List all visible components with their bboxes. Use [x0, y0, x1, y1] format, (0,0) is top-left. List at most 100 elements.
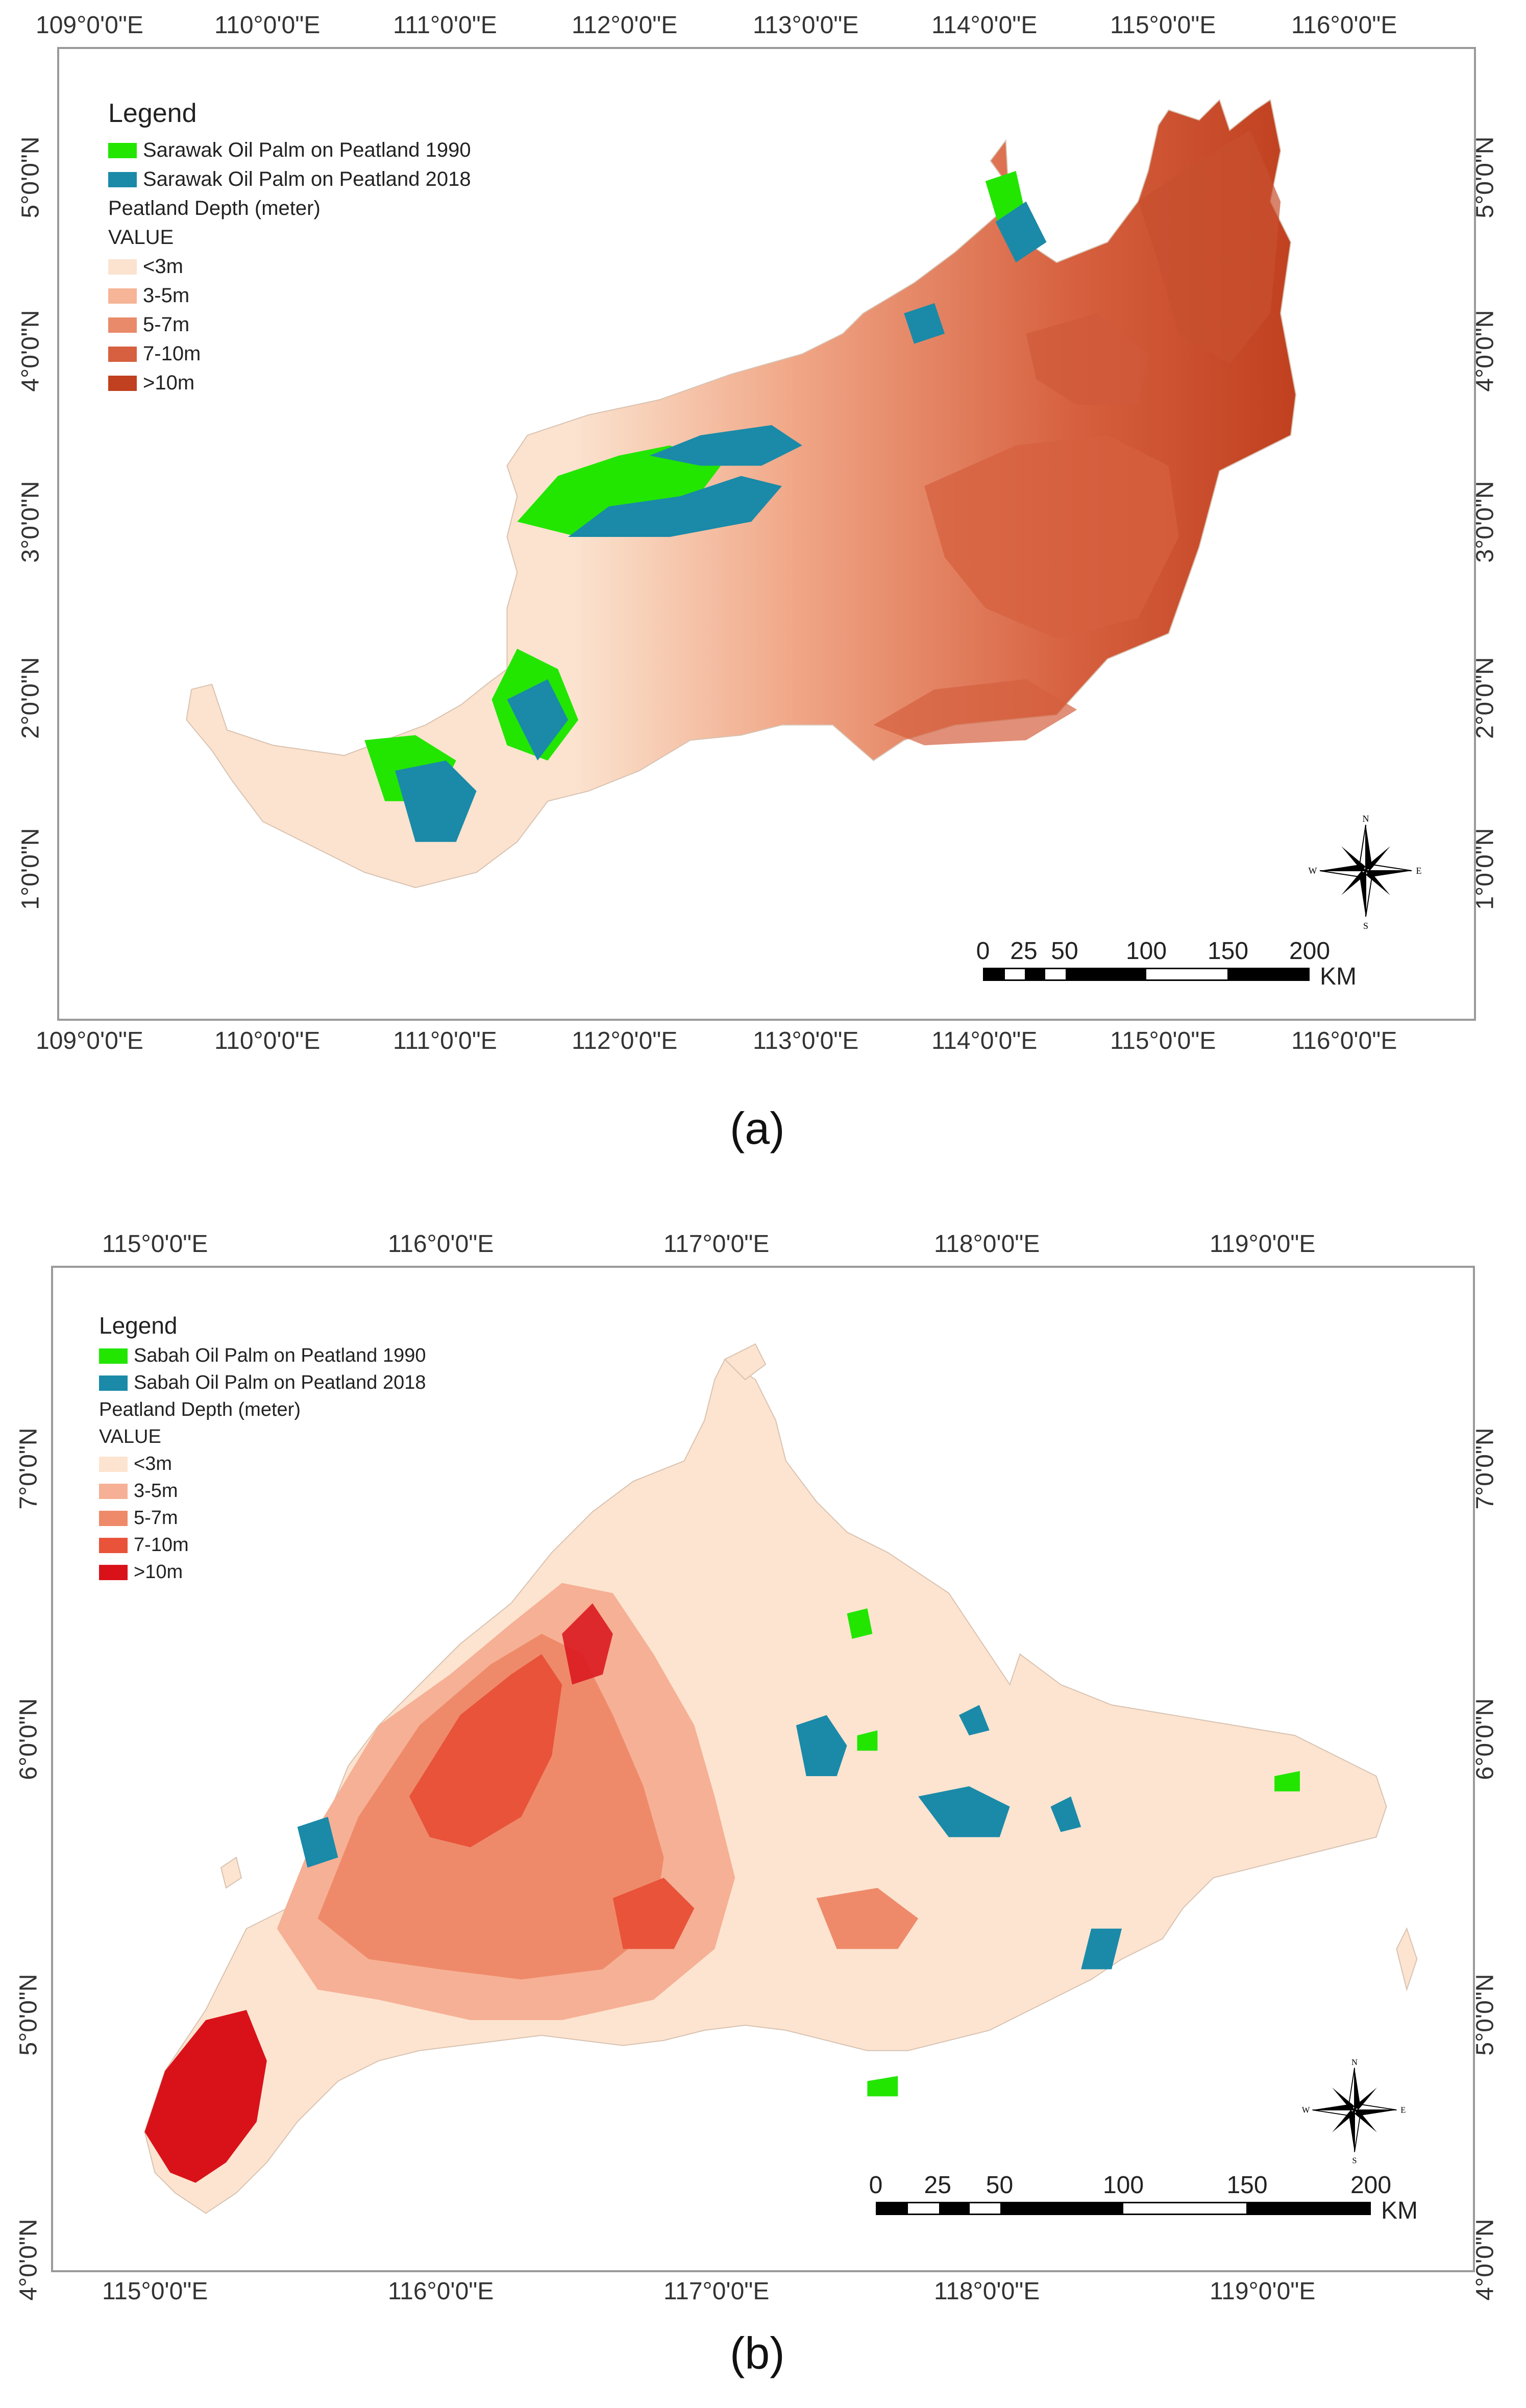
legend-depth-title: Peatland Depth (meter) [108, 197, 321, 219]
scale-label: 200 [1289, 938, 1331, 965]
lat-tick-right: 6°0'0"N [1471, 1698, 1499, 1780]
scale-label: 200 [1350, 2172, 1392, 2199]
scale-label: 150 [1207, 938, 1249, 965]
scale-unit: KM [1381, 2197, 1418, 2224]
lat-tick-left: 3°0'0"N [17, 481, 44, 563]
legend-sarawak: Legend Sarawak Oil Palm on Peatland 1990… [108, 98, 471, 398]
lat-tick-right: 1°0'0"N [1471, 828, 1499, 910]
oil-palm-2018-a3 [395, 760, 477, 842]
legend-label: <3m [134, 1453, 172, 1475]
oil-palm-2018-b2 [918, 1786, 1010, 1837]
oil-palm-2018-b4 [297, 1816, 338, 1868]
oil-palm-1990-b2 [857, 1730, 878, 1751]
legend-label: 3-5m [134, 1480, 178, 1502]
lon-tick-top: 115°0'0"E [1110, 12, 1216, 39]
legend-item-class-2: 3-5m [99, 1478, 426, 1505]
relief-7-10 [409, 1654, 562, 1848]
scale-label: 150 [1226, 2172, 1268, 2199]
lon-tick-top: 117°0'0"E [663, 1231, 770, 1258]
oil-palm-1990-a1 [517, 445, 721, 537]
legend-label: >10m [134, 1561, 183, 1583]
lon-tick-top: 112°0'0"E [572, 12, 678, 39]
map-frame-sabah: Legend Sabah Oil Palm on Peatland 1990 S… [51, 1266, 1475, 2272]
scale-label: 25 [924, 2172, 951, 2199]
lat-tick-left: 4°0'0"N [17, 310, 44, 392]
lon-tick-top: 111°0'0"E [393, 12, 497, 39]
panel-sabah: Legend Sabah Oil Palm on Peatland 1990 S… [0, 1169, 1526, 2408]
caption-a: (a) [730, 1103, 785, 1153]
compass-n: N [1363, 814, 1369, 824]
legend-item-class-3: 5-7m [99, 1505, 426, 1532]
legend-item-class-2: 3-5m [108, 281, 471, 310]
lon-tick-top: 109°0'0"E [36, 12, 143, 39]
legend-label: 5-7m [134, 1507, 178, 1529]
lat-tick-left: 5°0'0"N [17, 136, 44, 218]
lon-tick-bottom: 110°0'0"E [214, 1027, 321, 1054]
lon-tick-bottom: 114°0'0"E [931, 1027, 1038, 1054]
lat-tick-left: 1°0'0"N [17, 828, 44, 910]
deep-zone-1 [924, 435, 1179, 639]
scale-labels: 0 25 50 100 150 200 [869, 2171, 1391, 2202]
lat-tick-right: 3°0'0"N [1471, 481, 1499, 563]
legend-item-class-1: <3m [99, 1451, 426, 1478]
lat-tick-left: 4°0'0"N [15, 2219, 42, 2301]
oil-palm-2018-b3 [1050, 1796, 1081, 1832]
lat-tick-right: 4°0'0"N [1471, 310, 1499, 392]
oil-palm-2018-b5 [1081, 1928, 1122, 1970]
lat-tick-left: 6°0'0"N [15, 1698, 42, 1780]
legend-item-class-5: >10m [108, 368, 471, 398]
compass-rose-icon: N S E W [1309, 814, 1422, 931]
lon-tick-bottom: 111°0'0"E [393, 1027, 497, 1054]
oil-palm-2018-a2 [649, 425, 802, 466]
swatch-oil-palm-2018 [99, 1375, 128, 1391]
oil-palm-2018-a6 [904, 303, 945, 344]
legend-label: <3m [143, 255, 183, 278]
relief-gt-10-b [562, 1603, 613, 1685]
lon-tick-bottom: 113°0'0"E [753, 1027, 859, 1054]
legend-depth-title: Peatland Depth (meter) [99, 1399, 301, 1420]
oil-palm-2018-b1 [796, 1715, 847, 1776]
oil-palm-2018-b6 [958, 1705, 990, 1736]
relief-gt-10 [144, 2010, 267, 2183]
compass-e: E [1400, 2105, 1406, 2115]
compass-e: E [1416, 866, 1422, 876]
island-west [220, 1856, 242, 1889]
lat-tick-right: 5°0'0"N [1471, 136, 1499, 218]
scale-label: 0 [869, 2172, 883, 2199]
swatch-class-2 [99, 1483, 128, 1499]
scale-labels: 0 25 50 100 150 200 [976, 937, 1330, 968]
scale-bar-sarawak: 0 25 50 100 150 200 KM [976, 937, 1357, 990]
legend-item-class-5: >10m [99, 1559, 426, 1586]
lon-tick-top: 116°0'0"E [1291, 12, 1397, 39]
lat-tick-left: 7°0'0"N [15, 1428, 42, 1510]
lon-tick-top: 118°0'0"E [934, 1231, 1040, 1258]
lon-tick-bottom: 109°0'0"E [36, 1027, 143, 1054]
lat-tick-left: 2°0'0"N [17, 657, 44, 739]
legend-label: 7-10m [143, 342, 201, 365]
deep-zone-3 [1026, 313, 1148, 405]
scale-segments [876, 2202, 1371, 2215]
legend-label: Sabah Oil Palm on Peatland 1990 [134, 1345, 426, 1366]
scale-label: 0 [976, 938, 990, 965]
map-frame-sarawak: Legend Sarawak Oil Palm on Peatland 1990… [57, 47, 1476, 1021]
lon-tick-bottom: 117°0'0"E [663, 2278, 770, 2305]
legend-item-oil-palm-1990: Sabah Oil Palm on Peatland 1990 [99, 1342, 426, 1369]
swatch-class-3 [99, 1510, 128, 1526]
legend-item-class-4: 7-10m [99, 1532, 426, 1559]
lon-tick-bottom: 118°0'0"E [934, 2278, 1040, 2305]
oil-palm-2018-a1 [568, 476, 782, 537]
legend-item-oil-palm-2018: Sabah Oil Palm on Peatland 2018 [99, 1369, 426, 1396]
deep-zone-4 [873, 679, 1077, 746]
scale-label: 100 [1102, 2172, 1144, 2199]
legend-title: Legend [108, 99, 197, 128]
lon-tick-bottom: 116°0'0"E [1291, 1027, 1397, 1054]
island-north [724, 1343, 767, 1381]
swatch-oil-palm-1990 [99, 1348, 128, 1364]
sarawak-map [186, 99, 1297, 889]
swatch-class-1 [99, 1456, 128, 1472]
legend-label: Sarawak Oil Palm on Peatland 2018 [143, 168, 471, 190]
legend-item-oil-palm-2018: Sarawak Oil Palm on Peatland 2018 [108, 165, 471, 194]
legend-item-oil-palm-1990: Sarawak Oil Palm on Peatland 1990 [108, 136, 471, 165]
oil-palm-2018-a4 [507, 679, 569, 761]
legend-sabah: Legend Sabah Oil Palm on Peatland 1990 S… [99, 1312, 426, 1586]
